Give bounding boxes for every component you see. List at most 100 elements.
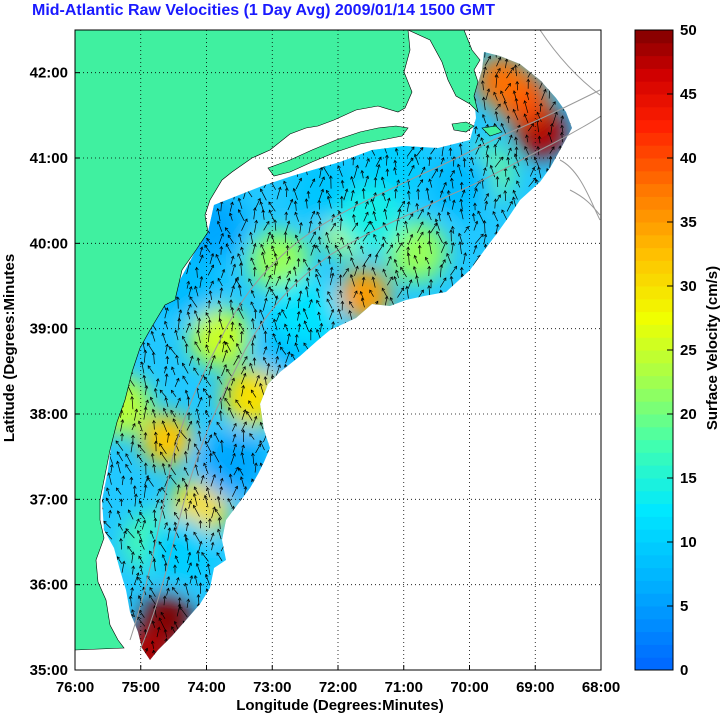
velocity-arrow-head xyxy=(253,207,257,211)
velocity-arrow-head xyxy=(307,266,311,271)
velocity-arrow xyxy=(397,233,400,243)
velocity-arrow-head xyxy=(352,214,356,218)
velocity-arrow-head xyxy=(427,265,432,270)
velocity-arrow xyxy=(220,478,223,486)
velocity-arrow xyxy=(508,134,512,145)
velocity-arrow xyxy=(513,190,518,200)
velocity-arrow xyxy=(459,143,463,156)
velocity-arrow xyxy=(231,486,238,497)
velocity-arrow xyxy=(232,443,237,453)
velocity-arrow-head xyxy=(218,464,223,469)
velocity-arrow-head xyxy=(309,298,313,303)
velocity-arrow xyxy=(408,253,410,266)
velocity-arrow xyxy=(194,575,198,586)
velocity-arrow xyxy=(176,577,179,585)
velocity-arrow-head xyxy=(139,539,143,544)
velocity-arrow-head xyxy=(134,408,139,413)
velocity-arrow xyxy=(435,219,440,231)
velocity-arrow-head xyxy=(459,198,464,203)
velocity-arrow xyxy=(484,52,486,58)
velocity-arrow-head xyxy=(237,197,242,202)
velocity-arrow xyxy=(133,572,139,586)
velocity-arrow-head xyxy=(458,232,462,237)
velocity-arrow xyxy=(193,505,200,517)
velocity-arrow xyxy=(361,170,364,179)
velocity-arrow xyxy=(208,365,212,376)
velocity-arrow-head xyxy=(482,219,487,224)
velocity-arrow xyxy=(155,499,159,509)
velocity-arrow-head xyxy=(558,145,563,149)
velocity-arrow-head xyxy=(120,432,124,437)
velocity-arrow xyxy=(316,211,322,221)
velocity-arrow xyxy=(285,297,291,310)
velocity-arrow-head xyxy=(123,530,127,535)
velocity-arrow xyxy=(185,451,188,464)
velocity-arrow-head xyxy=(465,226,469,230)
velocity-arrow xyxy=(206,238,212,245)
velocity-arrow-head xyxy=(413,153,418,158)
velocity-arrow xyxy=(151,641,154,649)
velocity-arrow xyxy=(493,92,498,101)
velocity-arrow-head xyxy=(493,91,497,96)
velocity-arrow xyxy=(210,355,216,366)
velocity-arrow-head xyxy=(154,431,158,436)
velocity-arrow xyxy=(138,595,144,606)
velocity-arrow xyxy=(153,464,156,474)
velocity-arrow xyxy=(134,518,140,529)
velocity-arrow xyxy=(186,421,192,431)
velocity-arrow-head xyxy=(182,375,186,380)
velocity-arrow xyxy=(228,498,233,508)
velocity-arrow-head xyxy=(483,233,488,238)
velocity-arrow xyxy=(342,268,349,277)
velocity-arrow xyxy=(141,361,145,374)
velocity-hotspot xyxy=(476,55,529,108)
velocity-arrow xyxy=(334,245,341,254)
velocity-arrow xyxy=(163,408,168,418)
velocity-arrow xyxy=(167,432,169,443)
velocity-arrow xyxy=(172,418,179,429)
velocity-arrow xyxy=(241,218,248,231)
velocity-arrow-head xyxy=(208,434,213,438)
velocity-arrow-head xyxy=(241,384,245,389)
velocity-arrow-head xyxy=(263,330,268,334)
velocity-arrow xyxy=(438,212,441,222)
velocity-arrow-head xyxy=(195,562,200,567)
velocity-arrow xyxy=(507,157,510,165)
velocity-arrow-head xyxy=(393,159,398,164)
velocity-arrow xyxy=(143,375,147,387)
velocity-arrow-head xyxy=(250,289,255,294)
velocity-arrow xyxy=(450,276,454,287)
velocity-arrow-head xyxy=(262,356,267,361)
velocity-arrow-head xyxy=(354,222,359,226)
velocity-arrow xyxy=(225,243,232,254)
velocity-arrow xyxy=(431,168,438,179)
velocity-arrow-head xyxy=(474,220,479,225)
velocity-arrow xyxy=(406,146,415,157)
velocity-arrow xyxy=(147,365,154,374)
velocity-arrow xyxy=(229,212,233,221)
velocity-arrow xyxy=(187,304,192,312)
velocity-arrow-head xyxy=(189,575,194,579)
velocity-arrow xyxy=(224,398,231,407)
velocity-arrow-head xyxy=(156,626,161,631)
velocity-arrow xyxy=(364,175,369,188)
velocity-arrow-head xyxy=(263,376,268,380)
velocity-arrow xyxy=(230,285,235,298)
velocity-arrow xyxy=(496,194,501,202)
velocity-arrow-head xyxy=(163,562,168,566)
velocity-arrow-head xyxy=(471,212,476,217)
velocity-arrow xyxy=(120,410,123,418)
velocity-arrow-head xyxy=(293,200,298,205)
velocity-arrow-head xyxy=(365,201,369,205)
velocity-arrow-head xyxy=(330,308,335,313)
velocity-arrow-head xyxy=(362,263,366,268)
velocity-arrow-head xyxy=(536,145,540,150)
velocity-arrow xyxy=(205,312,210,319)
velocity-arrow xyxy=(141,520,146,530)
velocity-arrow-head xyxy=(221,268,226,273)
velocity-arrow xyxy=(203,376,212,387)
velocity-arrow xyxy=(164,522,168,530)
velocity-arrow xyxy=(538,166,542,179)
velocity-arrow-head xyxy=(425,187,430,192)
velocity-arrow-head xyxy=(229,334,234,339)
